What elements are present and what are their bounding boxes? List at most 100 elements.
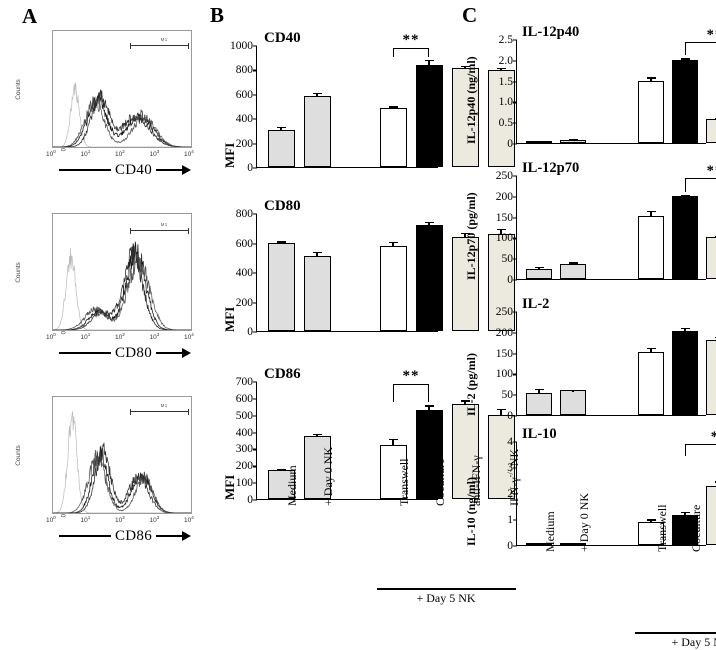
- x-axis-label-medium: Medium: [543, 511, 558, 552]
- y-axis-tick-label: 700: [236, 376, 253, 388]
- flow-x-tick: 101: [81, 515, 91, 524]
- y-axis-tick-label: 600: [236, 238, 253, 250]
- bar-anti-ifn-: [706, 237, 716, 279]
- group-label: + Day 5 NK: [671, 635, 716, 650]
- x-axis-label-transwell: Transwell: [655, 504, 670, 552]
- significance-bracket: [685, 178, 716, 192]
- y-axis-tick-label: 1.5: [499, 76, 513, 88]
- significance-bracket: [393, 384, 429, 402]
- y-axis-tick-label: 800: [236, 208, 253, 220]
- y-axis-tick-mark: [513, 520, 517, 521]
- significance-label: **: [403, 32, 420, 49]
- flow-histogram-cd40: Counts010203040M1100101102103104CD40: [14, 30, 206, 174]
- chart-title-cd40: CD40: [264, 30, 301, 47]
- significance-bracket: [685, 42, 716, 55]
- x-axis-label-coculture: Coculture: [433, 459, 448, 506]
- flow-x-tick: 102: [115, 149, 125, 158]
- y-axis-tick-mark: [253, 483, 257, 484]
- y-axis-tick-mark: [253, 302, 257, 303]
- flow-axis-line-right: [156, 352, 182, 354]
- flow-y-axis-label-cd80: Counts: [12, 213, 24, 331]
- flow-axis-line-left: [59, 169, 111, 171]
- flow-gate-marker: [130, 230, 189, 231]
- error-bar-cap: [681, 328, 690, 329]
- y-axis-tick-mark: [513, 374, 517, 375]
- y-axis-tick-mark: [513, 280, 517, 281]
- flow-x-tick: 101: [81, 149, 91, 158]
- significance-bracket: [393, 48, 429, 57]
- flow-x-tick: 104: [184, 515, 194, 524]
- flow-y-axis-label-text: Counts: [15, 445, 22, 466]
- bar-coculture: [416, 225, 443, 331]
- y-axis-tick-mark: [253, 398, 257, 399]
- y-axis-tick-mark: [513, 259, 517, 260]
- flow-plot-area-cd86: M1: [52, 396, 192, 514]
- significance-label: **: [711, 429, 716, 446]
- flow-gate-label: M1: [161, 37, 168, 42]
- y-axis-tick-mark: [513, 395, 517, 396]
- significance-bracket: [685, 444, 716, 456]
- flow-x-axis-cd40: CD40: [52, 159, 198, 181]
- y-axis-tick-label: 2.5: [499, 34, 513, 46]
- y-axis-tick-mark: [513, 416, 517, 417]
- flow-y-tick: 0: [61, 331, 67, 334]
- error-bar-cap: [569, 262, 578, 263]
- y-axis-tick-label: 200: [496, 191, 513, 203]
- y-axis-tick-label: 200: [496, 327, 513, 339]
- error-bar-cap: [647, 348, 656, 349]
- error-bar-cap: [277, 127, 286, 128]
- bar-anti-ifn-: [706, 340, 716, 415]
- bar--day-0-nk: [560, 390, 586, 415]
- chart-title-cd80: CD80: [264, 198, 301, 215]
- flow-x-tick: 101: [81, 332, 91, 341]
- chart-title-il-2: IL-2: [522, 296, 549, 313]
- y-axis-tick-label: 200: [236, 460, 253, 472]
- flow-histogram-cd86: Counts010203040M1100101102103104CD86: [14, 396, 206, 540]
- flow-x-axis-cd80: CD80: [52, 342, 198, 364]
- y-axis-tick-mark: [513, 40, 517, 41]
- y-axis-tick-label: 800: [236, 64, 253, 76]
- y-axis-tick-label: 600: [236, 393, 253, 405]
- y-axis-tick-label: 100: [496, 232, 513, 244]
- y-axis-tick-mark: [513, 144, 517, 145]
- y-axis-title: IL-10 (ng/ml): [464, 477, 479, 546]
- x-axis-label--day-0-nk: + Day 0 NK: [321, 447, 336, 506]
- flow-x-tick: 100: [46, 515, 56, 524]
- bar-transwell: [380, 246, 407, 331]
- y-axis-tick-mark: [513, 353, 517, 354]
- y-axis-tick-mark: [513, 60, 517, 61]
- y-axis-tick-mark: [253, 273, 257, 274]
- y-axis-tick-label: 250: [496, 306, 513, 318]
- bar-transwell: [638, 216, 664, 279]
- bar-medium: [526, 393, 552, 415]
- y-axis-tick-mark: [513, 332, 517, 333]
- y-axis-tick-label: 1.0: [499, 96, 513, 108]
- y-axis-title: IL-12p40 (ng/ml): [464, 56, 479, 144]
- y-axis-tick-label: 100: [236, 477, 253, 489]
- y-axis-tick-mark: [513, 196, 517, 197]
- bar-medium: [268, 243, 295, 332]
- bar-transwell: [380, 108, 407, 167]
- flow-axis-arrowhead: [182, 531, 191, 541]
- y-axis-tick-label: 150: [496, 348, 513, 360]
- panel-letter-a: A: [22, 6, 37, 27]
- flow-plot-area-cd40: M1: [52, 30, 192, 148]
- y-axis-tick-mark: [513, 217, 517, 218]
- chart-title-il-10: IL-10: [522, 426, 557, 443]
- flow-x-tick: 103: [150, 332, 160, 341]
- flow-gate-label: M1: [161, 403, 168, 408]
- error-bar-cap: [535, 389, 544, 390]
- y-axis-tick-label: 200: [236, 297, 253, 309]
- flow-x-tick: 104: [184, 149, 194, 158]
- bar-transwell: [638, 81, 664, 143]
- y-axis-tick-label: 0.5: [499, 117, 513, 129]
- error-bar-cap: [681, 58, 690, 59]
- bar-coculture: [416, 65, 443, 167]
- error-bar-cap: [277, 241, 286, 242]
- x-axis-label-coculture: Coculture: [689, 505, 704, 552]
- bar--day-0-nk: [304, 96, 331, 167]
- flow-y-tick: 0: [61, 514, 67, 517]
